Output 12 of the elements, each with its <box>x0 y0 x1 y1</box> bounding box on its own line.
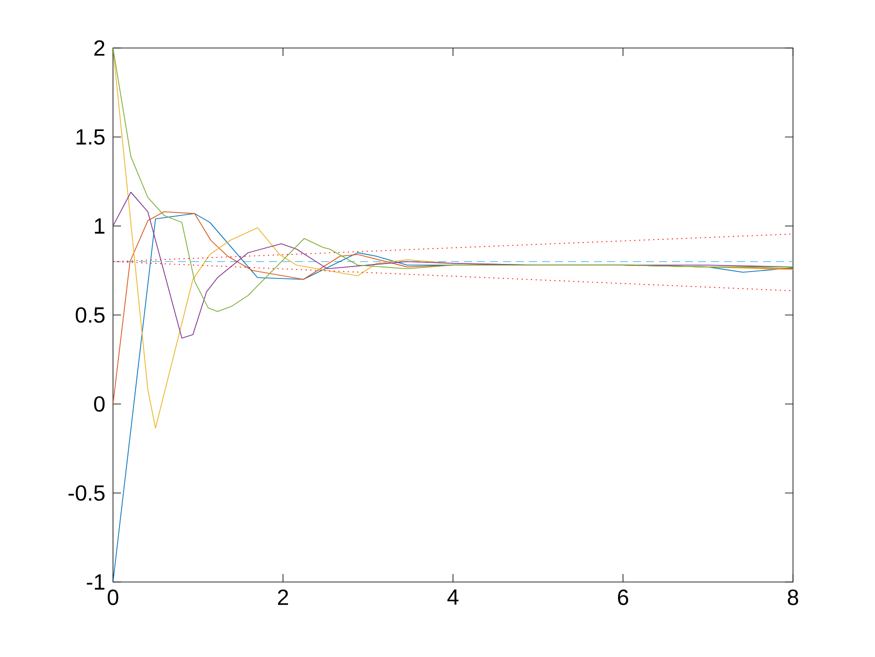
y-tick-label: -1 <box>86 574 104 590</box>
y-tick-label: 0.5 <box>76 307 105 323</box>
x-tick-label: 6 <box>618 590 628 606</box>
x-tick-label: 4 <box>447 590 458 605</box>
x-tick-label: 2 <box>278 590 288 605</box>
y-tick-label: 1 <box>94 218 104 234</box>
y-tick-label: 0 <box>94 396 105 412</box>
y-tick-label: -0.5 <box>68 485 105 501</box>
x-tick-label: 0 <box>108 590 118 606</box>
y-tick-label: 2 <box>94 40 104 56</box>
y-tick-label: 1.5 <box>76 129 105 145</box>
x-tick-label: 8 <box>788 590 798 606</box>
